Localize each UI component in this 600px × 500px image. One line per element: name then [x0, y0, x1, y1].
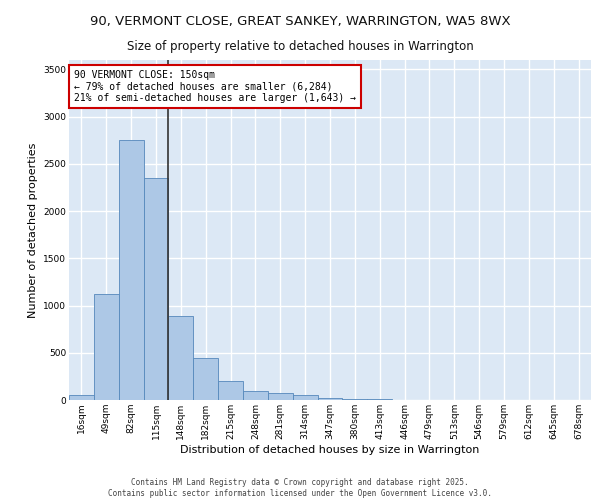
- Bar: [343, 398, 367, 400]
- Bar: [94, 294, 119, 400]
- Text: 90 VERMONT CLOSE: 150sqm
← 79% of detached houses are smaller (6,284)
21% of sem: 90 VERMONT CLOSE: 150sqm ← 79% of detach…: [74, 70, 356, 103]
- Bar: [169, 316, 193, 400]
- Bar: [268, 394, 293, 400]
- Bar: [119, 140, 143, 400]
- Bar: [293, 396, 317, 400]
- Text: 90, VERMONT CLOSE, GREAT SANKEY, WARRINGTON, WA5 8WX: 90, VERMONT CLOSE, GREAT SANKEY, WARRING…: [89, 15, 511, 28]
- Bar: [367, 399, 392, 400]
- Text: Size of property relative to detached houses in Warrington: Size of property relative to detached ho…: [127, 40, 473, 53]
- Bar: [243, 390, 268, 400]
- Bar: [193, 358, 218, 400]
- Bar: [69, 396, 94, 400]
- Bar: [143, 178, 169, 400]
- X-axis label: Distribution of detached houses by size in Warrington: Distribution of detached houses by size …: [181, 444, 479, 454]
- Text: Contains HM Land Registry data © Crown copyright and database right 2025.
Contai: Contains HM Land Registry data © Crown c…: [108, 478, 492, 498]
- Bar: [218, 380, 243, 400]
- Bar: [317, 398, 343, 400]
- Y-axis label: Number of detached properties: Number of detached properties: [28, 142, 38, 318]
